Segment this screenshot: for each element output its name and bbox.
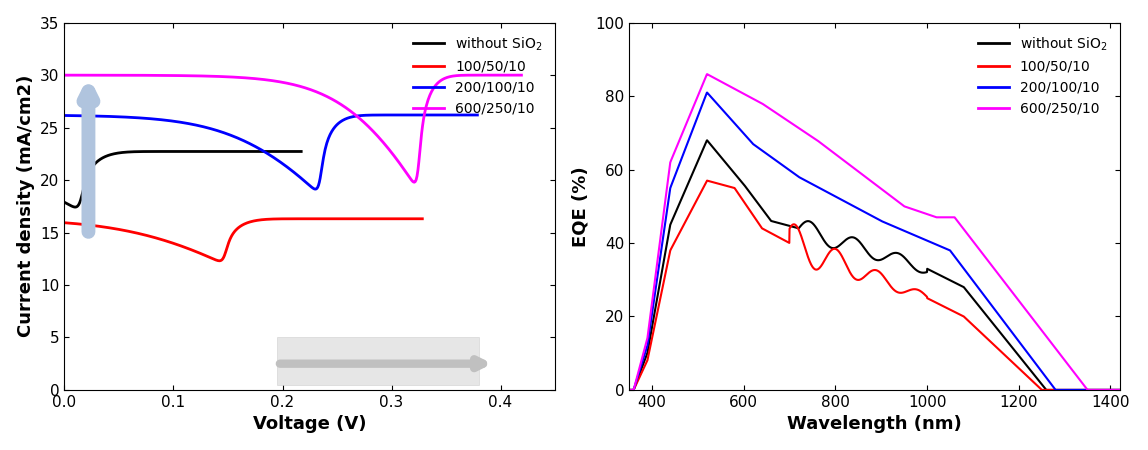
600/250/10 [514,72,528,78]
100/50/10 [848,276,862,281]
100/50/10 [1112,387,1126,392]
Line: 600/250/10: 600/250/10 [64,75,521,182]
without SiO$_2$ [186,149,200,154]
100/50/10 [647,326,661,331]
without SiO$_2$ [647,313,661,318]
without SiO$_2$ [622,387,636,392]
Y-axis label: Current density (mA/cm2): Current density (mA/cm2) [17,75,34,338]
100/50/10 [1099,387,1112,392]
200/100/10 [647,297,661,302]
200/100/10 [254,147,267,152]
without SiO$_2$ [211,149,225,154]
600/250/10 [274,79,288,85]
200/100/10 [303,183,317,189]
X-axis label: Voltage (V): Voltage (V) [253,415,366,433]
600/250/10 [57,72,71,78]
600/250/10 [433,78,447,84]
200/100/10 [309,186,323,192]
100/50/10 [622,387,636,392]
200/100/10 [1099,387,1112,392]
without SiO$_2$ [848,235,862,241]
without SiO$_2$ [1112,387,1126,392]
Legend: without SiO$_2$, 100/50/10, 200/100/10, 600/250/10: without SiO$_2$, 100/50/10, 200/100/10, … [972,30,1112,121]
200/100/10 [1112,387,1126,392]
without SiO$_2$ [861,250,875,256]
200/100/10 [428,112,442,118]
600/250/10 [647,284,661,290]
600/250/10 [504,72,518,78]
without SiO$_2$ [57,200,71,205]
Line: without SiO$_2$: without SiO$_2$ [64,152,301,207]
Bar [277,338,479,385]
100/50/10 [348,216,362,221]
100/50/10 [700,178,714,183]
100/50/10 [228,228,242,234]
Line: 100/50/10: 100/50/10 [629,180,1119,390]
Legend: without SiO$_2$, 100/50/10, 200/100/10, 600/250/10: without SiO$_2$, 100/50/10, 200/100/10, … [408,30,548,121]
600/250/10 [848,166,862,171]
without SiO$_2$ [294,149,308,154]
without SiO$_2$ [1099,387,1112,392]
600/250/10 [1112,387,1126,392]
100/50/10 [1009,363,1023,368]
without SiO$_2$ [69,204,83,210]
without SiO$_2$ [1099,387,1112,392]
200/100/10 [622,387,636,392]
600/250/10 [512,72,526,78]
Line: 200/100/10: 200/100/10 [64,115,478,189]
600/250/10 [329,99,343,104]
100/50/10 [1099,387,1112,392]
200/100/10 [397,112,411,118]
600/250/10 [305,87,319,93]
Line: without SiO$_2$: without SiO$_2$ [629,140,1119,390]
600/250/10 [861,176,875,181]
100/50/10 [409,216,422,221]
200/100/10 [861,211,875,216]
Line: 100/50/10: 100/50/10 [64,219,422,261]
without SiO$_2$ [172,149,186,154]
Line: 200/100/10: 200/100/10 [629,93,1119,390]
Line: 600/250/10: 600/250/10 [629,74,1119,390]
Y-axis label: EQE (%): EQE (%) [572,166,590,247]
without SiO$_2$ [171,149,185,154]
200/100/10 [848,204,862,210]
without SiO$_2$ [289,149,303,154]
100/50/10 [416,216,429,221]
200/100/10 [1099,387,1112,392]
without SiO$_2$ [199,149,212,154]
without SiO$_2$ [700,138,714,143]
600/250/10 [1099,387,1112,392]
600/250/10 [1099,387,1112,392]
200/100/10 [463,112,476,118]
600/250/10 [408,180,421,185]
200/100/10 [256,148,270,153]
100/50/10 [57,220,71,225]
600/250/10 [1009,294,1023,299]
X-axis label: Wavelength (nm): Wavelength (nm) [788,415,962,433]
100/50/10 [251,217,265,223]
600/250/10 [700,72,714,77]
200/100/10 [471,112,484,118]
200/100/10 [281,165,295,170]
without SiO$_2$ [1009,349,1023,354]
100/50/10 [352,216,366,221]
200/100/10 [700,90,714,95]
200/100/10 [1009,334,1023,340]
100/50/10 [231,226,245,231]
600/250/10 [278,80,292,86]
without SiO$_2$ [253,149,266,154]
100/50/10 [212,258,226,264]
600/250/10 [622,387,636,392]
200/100/10 [57,113,71,118]
100/50/10 [271,216,285,221]
100/50/10 [861,271,875,276]
